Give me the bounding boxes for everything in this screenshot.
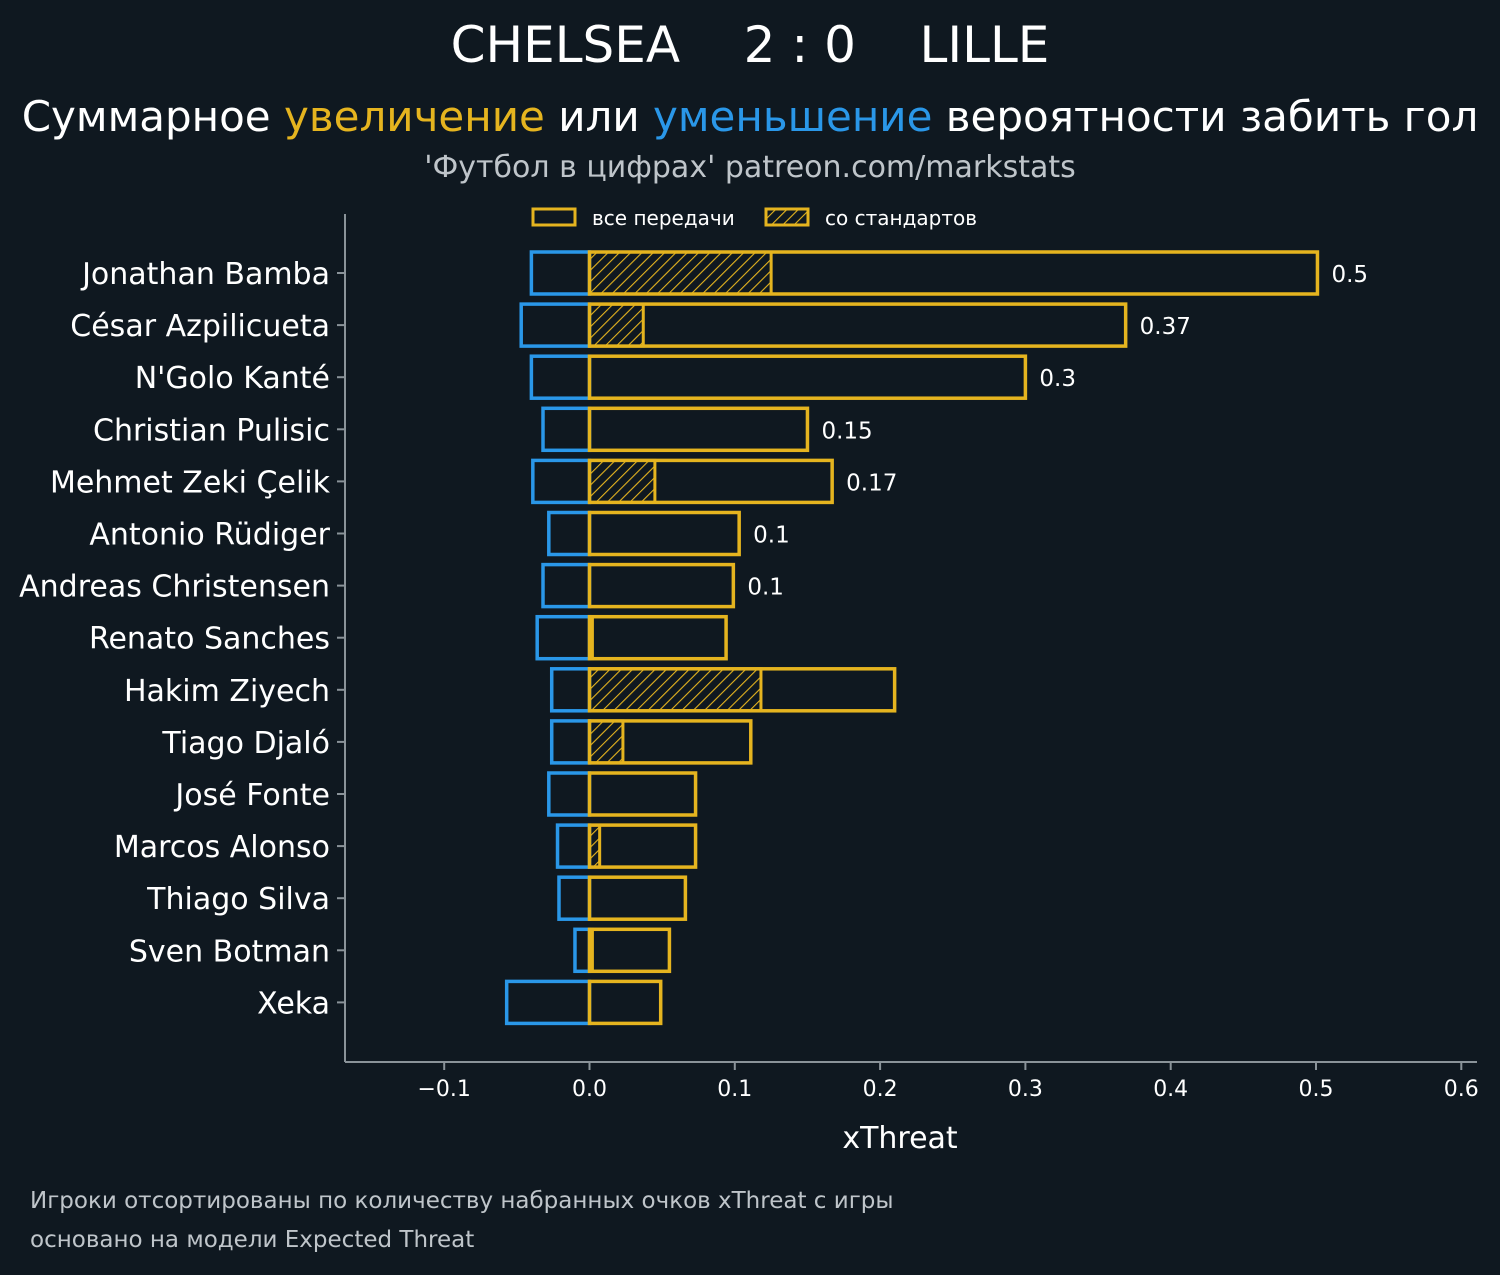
player-label: César Azpilicueta [70, 309, 330, 344]
player-label: Thiago Silva [146, 882, 330, 917]
legend-swatch-set-pieces [764, 207, 810, 227]
player-label: Andreas Christensen [19, 570, 330, 605]
player-label: Marcos Alonso [114, 830, 330, 865]
player-label: Tiago Djaló [161, 726, 330, 761]
subtitle-decrease-word: уменьшение [652, 92, 933, 141]
bar-decrease [531, 458, 592, 505]
subtitle-part3: вероятности забить гол [932, 92, 1479, 141]
bar-decrease [549, 667, 592, 713]
chart-source: 'Футбол в цифрах' patreon.com/markstats [424, 150, 1076, 185]
bars [504, 250, 1320, 1026]
axes: −0.1 0.0 0.1 0.2 0.3 0.4 0.5 0.6 [337, 214, 1479, 1102]
x-tick-label: 0.4 [1153, 1077, 1188, 1102]
x-tick-label: 0.6 [1444, 1077, 1479, 1102]
player-label: Renato Sanches [89, 622, 330, 657]
bar-decrease [535, 614, 592, 661]
player-label: José Fonte [173, 778, 330, 813]
player-label: N'Golo Kanté [135, 361, 330, 396]
value-label: 0.1 [753, 523, 790, 549]
bar-decrease [541, 562, 592, 609]
value-label: 0.5 [1331, 262, 1368, 288]
bar-decrease [519, 302, 592, 348]
player-label: Hakim Ziyech [124, 674, 330, 709]
chart-title: CHELSEA 2 : 0 LILLE [450, 16, 1050, 74]
bar-all-passes [587, 979, 663, 1026]
bar-all-passes [587, 354, 1028, 400]
labels: Jonathan Bamba 0.5 César Azpilicueta 0.37 N'… [19, 257, 1368, 1021]
bar-decrease [547, 510, 592, 557]
footnote-model: основано на модели Expected Threat [30, 1227, 475, 1253]
bar-all-passes [587, 458, 834, 505]
player-label: Antonio Rüdiger [89, 518, 330, 553]
x-tick-label: 0.1 [717, 1077, 752, 1102]
subtitle-part1: Суммарное [21, 92, 284, 141]
player-label: Jonathan Bamba [80, 257, 330, 292]
bar-all-passes [587, 614, 728, 661]
bar-all-passes [587, 927, 672, 974]
bar-all-passes [587, 771, 698, 817]
bar-set-pieces [588, 250, 773, 296]
x-axis-label: xThreat [842, 1121, 958, 1156]
value-label: 0.3 [1039, 366, 1076, 392]
bar-decrease [555, 823, 592, 869]
legend-swatch-all-passes [531, 207, 577, 227]
bar-all-passes [587, 719, 753, 765]
legend-label-all-passes: все передачи [592, 206, 735, 230]
bar-all-passes [587, 250, 1320, 296]
bar-all-passes [587, 562, 736, 609]
bar-set-pieces [588, 302, 645, 348]
bar-all-passes [587, 510, 741, 557]
x-tick-label: 0.0 [572, 1077, 607, 1102]
subtitle-increase-word: увеличение [284, 92, 545, 141]
bar-decrease [529, 354, 592, 400]
bar-set-pieces [588, 667, 763, 713]
x-tick-label: 0.5 [1299, 1077, 1334, 1102]
value-label: 0.37 [1140, 314, 1191, 340]
bar-all-passes [587, 302, 1128, 348]
player-label: Sven Botman [129, 934, 330, 969]
value-label: 0.17 [846, 470, 897, 496]
x-tick-label: 0.3 [1008, 1077, 1043, 1102]
bar-decrease [549, 719, 592, 765]
value-label: 0.1 [747, 575, 784, 601]
bar-decrease [529, 250, 592, 296]
bar-set-pieces [588, 719, 625, 765]
bar-all-passes [587, 875, 688, 921]
subtitle-part2: или [544, 92, 653, 141]
x-tick-label: −0.1 [417, 1077, 470, 1102]
player-label: Mehmet Zeki Çelik [50, 465, 331, 500]
bar-decrease [573, 927, 592, 974]
footnote-sorting: Игроки отсортированы по количеству набра… [30, 1188, 894, 1214]
bar-set-pieces [588, 458, 657, 504]
chart-subtitle: Суммарное увеличение или уменьшение веро… [0, 92, 1500, 141]
player-label: Xeka [257, 986, 330, 1021]
bar-all-passes [587, 406, 810, 453]
bar-decrease [541, 406, 592, 453]
legend: все передачи со стандартов [531, 206, 977, 230]
bar-all-passes [587, 667, 897, 713]
bar-decrease [547, 771, 592, 817]
legend-label-set-pieces: со стандартов [825, 206, 977, 230]
player-label: Christian Pulisic [93, 413, 330, 448]
bar-decrease [504, 979, 592, 1026]
value-label: 0.15 [821, 418, 872, 444]
x-tick-label: 0.2 [863, 1077, 898, 1102]
bar-all-passes [587, 823, 698, 869]
bar-decrease [557, 875, 592, 921]
